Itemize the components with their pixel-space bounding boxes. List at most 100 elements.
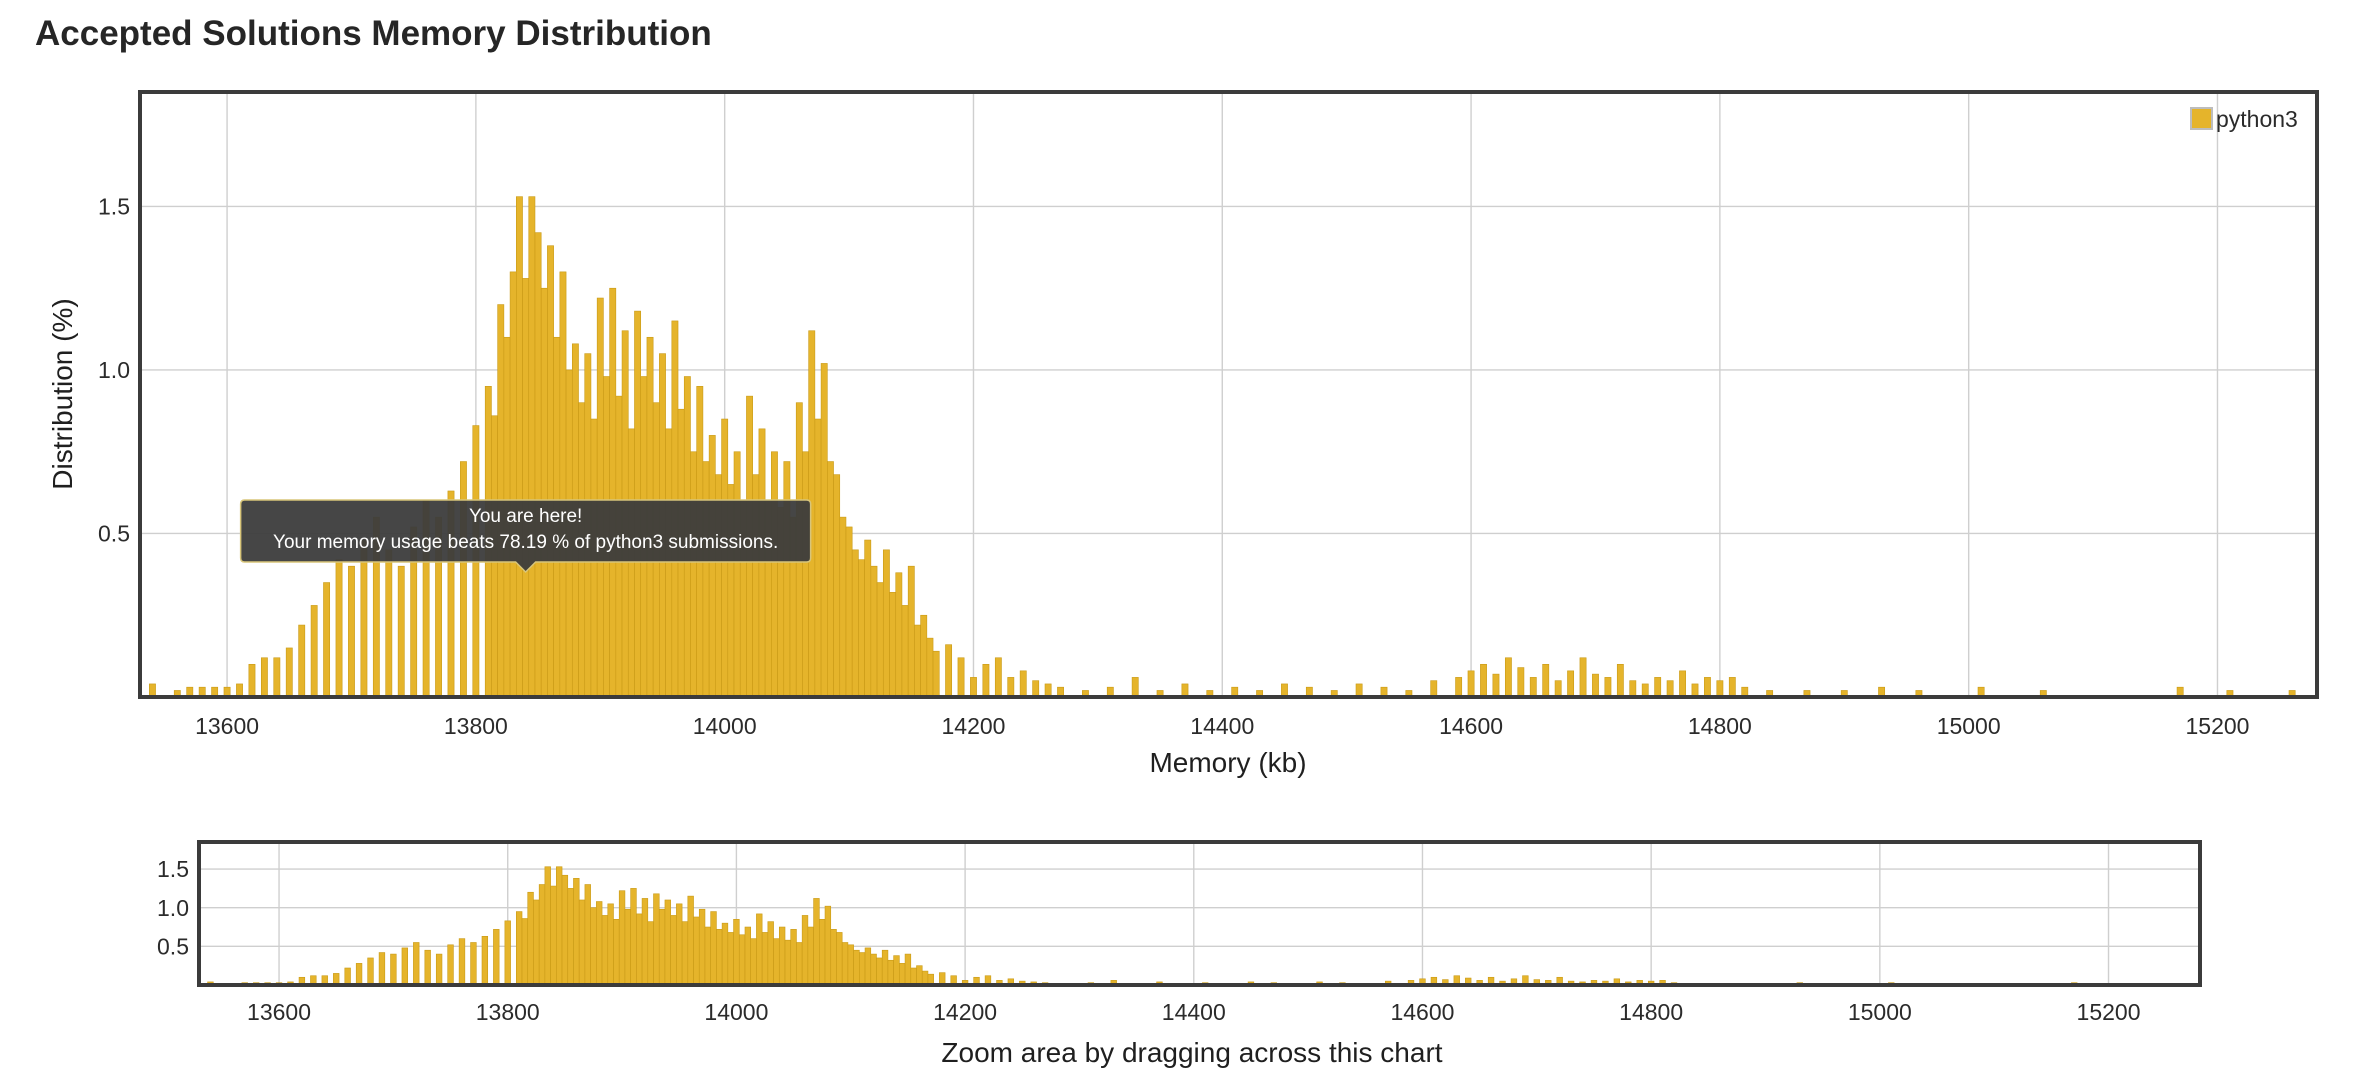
navigator-bar xyxy=(521,918,529,986)
main-x-tick-label: 13800 xyxy=(444,713,508,739)
navigator-bar xyxy=(916,965,923,986)
main-bar xyxy=(596,297,604,698)
navigator-bar xyxy=(584,884,591,986)
main-bar xyxy=(522,278,530,698)
navigator-bar xyxy=(355,963,363,986)
main-bar xyxy=(926,637,934,698)
navigator-bar xyxy=(538,884,546,986)
navigator-bar xyxy=(601,915,609,986)
main-bar xyxy=(609,287,617,698)
main-x-tick-label: 14200 xyxy=(941,713,1005,739)
main-bar xyxy=(920,614,928,698)
main-bar xyxy=(627,428,635,698)
main-bar xyxy=(1131,677,1139,698)
navigator-bar xyxy=(390,953,397,986)
main-bar xyxy=(540,287,548,698)
main-bar xyxy=(360,539,368,698)
navigator-bar xyxy=(504,920,511,986)
navigator-bar xyxy=(481,936,489,986)
main-bar xyxy=(733,451,741,698)
legend-swatch-python3[interactable] xyxy=(2190,107,2213,130)
navigator-x-tick-label: 14000 xyxy=(704,999,768,1025)
main-bar xyxy=(1554,680,1562,698)
main-bar xyxy=(839,516,847,698)
navigator-bar xyxy=(413,942,420,986)
navigator-bar xyxy=(813,898,820,986)
navigator-bar xyxy=(613,918,620,986)
main-bar xyxy=(1480,663,1487,698)
navigator-bar xyxy=(790,929,797,986)
main-bar xyxy=(1567,670,1575,698)
navigator-bar xyxy=(596,901,603,986)
main-bar xyxy=(889,592,897,698)
navigator-bar xyxy=(881,949,889,986)
page-title: Accepted Solutions Memory Distribution xyxy=(35,14,712,53)
main-x-tick-label: 15000 xyxy=(1937,713,2001,739)
y-axis-title: Distribution (%) xyxy=(47,298,78,489)
navigator-bar xyxy=(424,949,431,986)
main-bar xyxy=(310,605,318,698)
main-bar xyxy=(323,582,331,698)
tooltip-box xyxy=(239,499,812,574)
navigator-bar xyxy=(681,921,689,986)
navigator-x-tick-label: 14600 xyxy=(1390,999,1454,1025)
navigator-bar xyxy=(544,866,551,986)
main-chart[interactable]: 0.5 1.0 1.5 13600 13800 14000 14200 14400 14600… xyxy=(47,90,2319,778)
navigator-bar xyxy=(824,905,832,986)
main-bar xyxy=(1492,673,1500,698)
main-bar xyxy=(771,451,778,698)
navigator-bar xyxy=(727,932,734,986)
main-bar xyxy=(827,461,834,698)
main-bar xyxy=(914,624,921,698)
navigator-chart[interactable]: 0.5 1.0 1.5 13600 13800 14000 14200 14400 14600… xyxy=(157,840,2202,1068)
main-bar xyxy=(1542,663,1550,698)
main-bar xyxy=(1679,670,1686,698)
main-bar xyxy=(1504,657,1512,698)
main-bar xyxy=(285,647,293,698)
navigator-bar xyxy=(876,957,883,986)
main-bar xyxy=(1592,673,1599,698)
main-bar xyxy=(298,624,306,698)
navigator-bar xyxy=(670,915,677,986)
main-bar xyxy=(1604,677,1612,698)
main-bar xyxy=(1467,670,1475,698)
navigator-bar xyxy=(401,947,408,986)
main-bar xyxy=(970,677,977,698)
navigator-bar xyxy=(847,944,854,986)
navigator-bar xyxy=(819,918,826,986)
main-bar xyxy=(534,232,542,698)
navigator-x-tick-label: 15000 xyxy=(1848,999,1912,1025)
main-bar xyxy=(397,565,405,698)
navigator-bar xyxy=(561,874,569,986)
main-x-tick-label: 15200 xyxy=(2185,713,2249,739)
tooltip-title: You are here! xyxy=(469,506,582,527)
main-bar xyxy=(820,363,828,698)
navigator-bar xyxy=(859,952,866,986)
navigator-bar xyxy=(756,913,763,986)
navigator-bar xyxy=(618,890,626,986)
main-bar xyxy=(516,196,523,698)
main-bar xyxy=(858,559,865,698)
main-bar xyxy=(1654,677,1662,698)
navigator-bar xyxy=(841,942,849,986)
main-bar xyxy=(851,549,859,698)
main-bar xyxy=(1007,677,1015,698)
navigator-plot-frame xyxy=(197,840,2202,987)
main-bar xyxy=(1666,680,1674,698)
main-y-tick-label: 1.0 xyxy=(98,357,130,383)
navigator-x-tick-label: 13800 xyxy=(476,999,540,1025)
main-bar xyxy=(1629,680,1637,698)
main-bar xyxy=(273,657,281,698)
main-bar xyxy=(907,565,915,698)
navigator-bar xyxy=(458,938,466,986)
navigator-bar xyxy=(687,895,694,986)
navigator-bar xyxy=(738,934,746,986)
main-bar xyxy=(1529,677,1537,698)
main-x-tick-label: 14600 xyxy=(1439,713,1503,739)
legend[interactable]: python3 xyxy=(2190,106,2298,132)
navigator-bar xyxy=(578,899,586,986)
navigator-bar xyxy=(807,926,814,986)
navigator-bar xyxy=(830,929,837,986)
navigator-bar xyxy=(493,929,500,986)
